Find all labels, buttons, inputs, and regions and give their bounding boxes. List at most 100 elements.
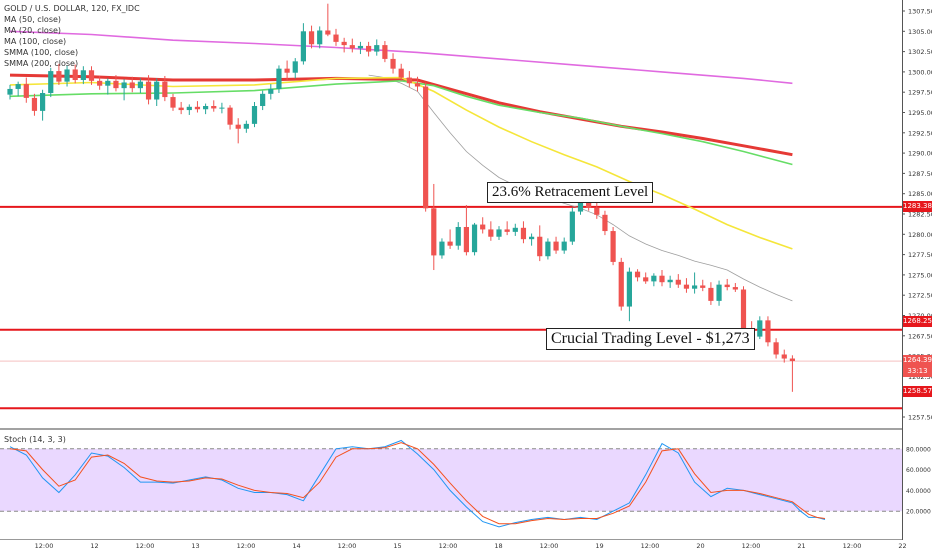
candle-body	[529, 236, 535, 240]
candle-body	[414, 83, 421, 87]
candle-body	[537, 236, 543, 257]
candle-body	[651, 275, 657, 282]
price-tag-level-mid: 1268.25	[903, 316, 932, 327]
candle-body	[80, 70, 86, 81]
y-tick-label: 1290.00	[908, 150, 932, 158]
candle-body	[480, 224, 486, 230]
candle-body	[154, 81, 160, 100]
candle-body	[186, 106, 192, 111]
price-tag-level-top: 1283.38	[903, 201, 932, 212]
x-tick-label: 12:00	[35, 542, 54, 550]
candle-body	[561, 241, 567, 251]
candle-body	[219, 107, 225, 109]
candle-body	[789, 358, 795, 361]
x-tick-label: 12:00	[338, 542, 357, 550]
stoch-title[interactable]: Stoch (14, 3, 3)	[4, 435, 66, 444]
candle-body	[194, 106, 201, 110]
candle-body	[382, 45, 388, 59]
candle-body	[488, 229, 494, 237]
candle-body	[325, 30, 331, 35]
candle-body	[72, 69, 78, 81]
y-tick-label: 1282.50	[908, 211, 932, 219]
candle-body	[31, 97, 38, 111]
candle-body	[675, 279, 681, 285]
candle-body	[40, 93, 46, 111]
x-tick-label: 13	[191, 542, 199, 550]
candle-body	[447, 241, 453, 246]
candle-body	[170, 97, 176, 108]
candle-body	[178, 107, 184, 111]
ma-line-2	[9, 73, 793, 157]
y-tick-label: 1272.50	[908, 292, 932, 300]
candle-body	[724, 284, 730, 288]
candle-body	[455, 226, 461, 246]
candle-body	[145, 81, 152, 100]
stoch-y-tick-label: 40.0000	[906, 488, 931, 495]
y-tick-label: 1307.50	[908, 8, 932, 16]
candle-body	[64, 69, 70, 82]
candle-body	[341, 41, 347, 46]
legend-smma100[interactable]: SMMA (100, close)	[4, 48, 79, 57]
stoch-band	[0, 448, 902, 512]
candle-body	[398, 68, 404, 78]
crucial-level-label: Crucial Trading Level - $1,273	[546, 328, 755, 350]
candle-body	[15, 84, 21, 89]
candle-body	[602, 214, 608, 232]
stoch-y-tick-label: 60.0000	[906, 467, 931, 474]
ma-line-4	[9, 76, 793, 250]
candle-body	[357, 45, 364, 49]
x-tick-label: 12:00	[136, 542, 155, 550]
y-tick-label: 1267.50	[908, 332, 932, 340]
candle-body	[757, 320, 763, 337]
candle-body	[88, 70, 95, 81]
candle-body	[634, 271, 641, 278]
y-tick-label: 1292.50	[908, 129, 932, 137]
y-tick-label: 1280.00	[908, 231, 932, 239]
candle-body	[586, 202, 592, 208]
candle-body	[569, 211, 575, 242]
legend-ma100[interactable]: MA (100, close)	[4, 37, 67, 46]
x-tick-label: 19	[595, 542, 603, 550]
candle-body	[463, 226, 469, 253]
ma-line-1	[9, 30, 793, 85]
x-tick-label: 18	[494, 542, 502, 550]
candle-body	[48, 71, 54, 94]
ma-line-3	[9, 79, 793, 166]
candle-body	[577, 202, 584, 212]
candle-body	[716, 284, 722, 301]
candle-body	[121, 82, 127, 89]
symbol-title: GOLD / U.S. DOLLAR, 120, FX_IDC	[4, 4, 140, 13]
candle-body	[740, 289, 747, 330]
candle-body	[300, 31, 306, 62]
candle-body	[374, 45, 380, 52]
legend-ma50[interactable]: MA (50, close)	[4, 15, 62, 24]
y-tick-label: 1275.00	[908, 271, 932, 279]
candle-body	[406, 77, 412, 84]
legend-smma200[interactable]: SMMA (200, close)	[4, 59, 79, 68]
legend-ma20[interactable]: MA (20, close)	[4, 26, 62, 35]
x-tick-label: 15	[393, 542, 401, 550]
price-tag-current: 1264.39	[903, 355, 932, 366]
candle-body	[683, 284, 690, 289]
candle-body	[276, 68, 282, 89]
x-tick-label: 14	[292, 542, 300, 550]
candle-body	[504, 229, 510, 232]
candle-body	[284, 68, 290, 73]
candle-body	[700, 285, 706, 288]
candle-body	[268, 88, 274, 94]
candle-body	[512, 227, 518, 232]
candle-body	[235, 124, 241, 129]
candle-body	[643, 277, 649, 282]
candle-body	[390, 58, 396, 69]
candle-body	[162, 81, 168, 98]
candle-body	[7, 88, 13, 95]
price-tag-level-bottom: 1258.57	[903, 386, 932, 397]
candle-body	[659, 275, 665, 283]
candle-body	[129, 82, 135, 89]
candle-body	[211, 106, 217, 109]
candle-body	[773, 342, 779, 355]
retracement-label: 23.6% Retracement Level	[487, 182, 654, 203]
candle-body	[56, 71, 62, 82]
candle-body	[626, 271, 632, 307]
